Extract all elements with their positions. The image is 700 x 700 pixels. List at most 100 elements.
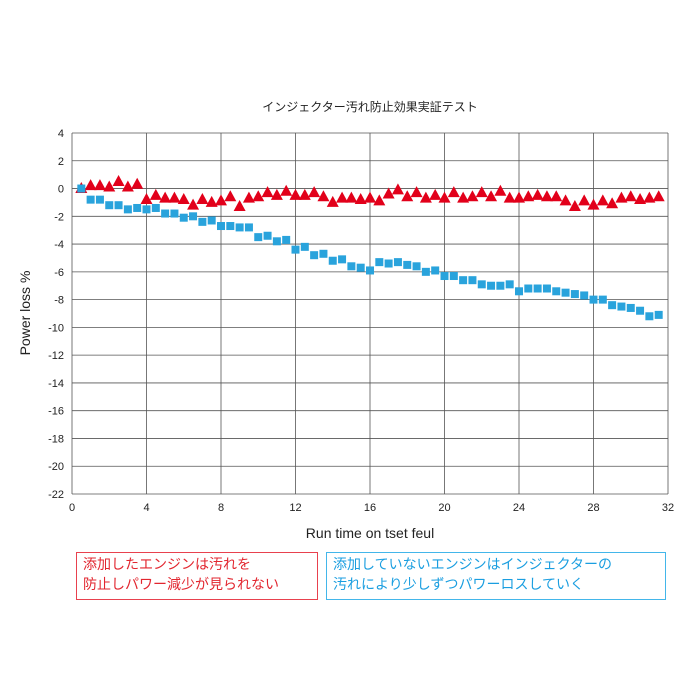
triangle-point <box>494 184 507 196</box>
square-point <box>375 258 384 267</box>
square-point <box>254 233 263 242</box>
square-point <box>217 222 225 231</box>
annotation-line: 汚れにより少しずつパワーロスしていく <box>333 577 585 593</box>
triangle-point <box>652 190 665 202</box>
x-tick-label: 20 <box>438 502 450 514</box>
triangle-point <box>559 194 572 206</box>
y-axis-title: Power loss % <box>17 271 33 356</box>
triangle-point <box>177 193 190 205</box>
triangle-point <box>596 194 609 206</box>
square-point <box>133 203 142 212</box>
square-point <box>477 280 486 289</box>
triangle-point <box>503 191 516 203</box>
triangle-point <box>391 183 404 195</box>
x-tick-label: 16 <box>364 502 376 514</box>
square-point <box>393 258 402 267</box>
square-point <box>142 205 151 214</box>
triangle-point <box>354 193 367 205</box>
annotation-line: 添加していないエンジンはインジェクターの <box>333 557 613 573</box>
triangle-point <box>336 191 349 203</box>
square-point <box>244 223 253 232</box>
x-tick-label: 12 <box>289 502 301 514</box>
triangle-point <box>540 190 553 202</box>
x-tick-label: 32 <box>662 502 674 514</box>
square-point <box>105 201 114 210</box>
triangle-point <box>615 191 628 203</box>
x-tick-label: 0 <box>69 502 75 514</box>
square-point <box>338 255 347 264</box>
y-tick-label: -16 <box>48 406 64 418</box>
square-point <box>459 276 468 285</box>
square-point <box>626 303 635 312</box>
triangle-point <box>289 188 302 200</box>
triangle-point <box>159 191 172 203</box>
triangle-point <box>280 184 293 196</box>
data-series <box>75 174 665 321</box>
grid <box>71 132 669 495</box>
square-point <box>114 201 123 210</box>
square-point <box>77 184 86 193</box>
triangle-point <box>168 191 181 203</box>
y-tick-label: -12 <box>48 350 64 362</box>
square-point <box>263 231 272 240</box>
square-point <box>403 260 412 269</box>
square-point <box>347 262 356 271</box>
y-tick-label: -2 <box>54 211 64 223</box>
annotation-without-additive: 添加していないエンジンはインジェクターの 汚れにより少しずつパワーロスしていく <box>326 552 666 600</box>
square-point <box>226 222 235 231</box>
triangle-point <box>84 179 97 191</box>
square-point <box>366 266 374 275</box>
triangle-point <box>578 194 591 206</box>
triangle-point <box>373 194 386 206</box>
square-point <box>123 205 132 214</box>
square-point <box>328 256 337 265</box>
triangle-point <box>205 195 218 207</box>
triangle-point <box>112 174 125 186</box>
triangle-point <box>568 199 581 211</box>
square-point <box>570 290 579 299</box>
y-tick-label: -4 <box>54 239 64 251</box>
square-point <box>151 203 160 212</box>
triangle-point <box>131 177 144 189</box>
square-point <box>496 281 505 290</box>
square-point <box>86 195 95 204</box>
triangle-point <box>429 188 442 200</box>
x-tick-label: 24 <box>513 502 525 514</box>
x-tick-label: 8 <box>218 502 224 514</box>
triangle-point <box>308 186 321 198</box>
square-point <box>645 312 654 321</box>
square-point <box>440 272 449 281</box>
triangle-point <box>438 191 451 203</box>
y-tick-label: -22 <box>48 489 64 501</box>
triangle-point <box>298 188 311 200</box>
triangle-point <box>261 186 274 198</box>
triangle-point <box>364 191 376 203</box>
annotation-line: 添加したエンジンは汚れを <box>83 557 251 573</box>
triangle-point <box>606 197 619 209</box>
y-tick-label: -10 <box>48 322 64 334</box>
y-tick-label: -14 <box>48 378 64 390</box>
triangle-point <box>643 191 656 203</box>
square-point <box>310 251 319 260</box>
square-point <box>542 284 551 293</box>
triangle-point <box>624 190 637 202</box>
triangle-point <box>317 190 330 202</box>
square-point <box>468 276 477 285</box>
triangle-point <box>401 190 414 202</box>
square-point <box>617 302 626 311</box>
triangle-point <box>457 191 470 203</box>
square-point <box>235 223 244 232</box>
square-point <box>170 209 179 218</box>
x-tick-label: 4 <box>143 502 149 514</box>
triangle-point <box>270 188 283 200</box>
annotation-with-additive: 添加したエンジンは汚れを 防止しパワー減少が見られない <box>76 552 318 600</box>
square-point <box>207 216 216 225</box>
triangle-point <box>419 191 432 203</box>
triangle-point <box>187 198 200 210</box>
square-point <box>421 267 430 276</box>
triangle-point <box>233 199 246 211</box>
chart-title: インジェクター汚れ防止効果実証テスト <box>262 99 478 114</box>
square-point <box>598 295 607 304</box>
triangle-point <box>149 188 162 200</box>
square-point <box>356 263 365 272</box>
